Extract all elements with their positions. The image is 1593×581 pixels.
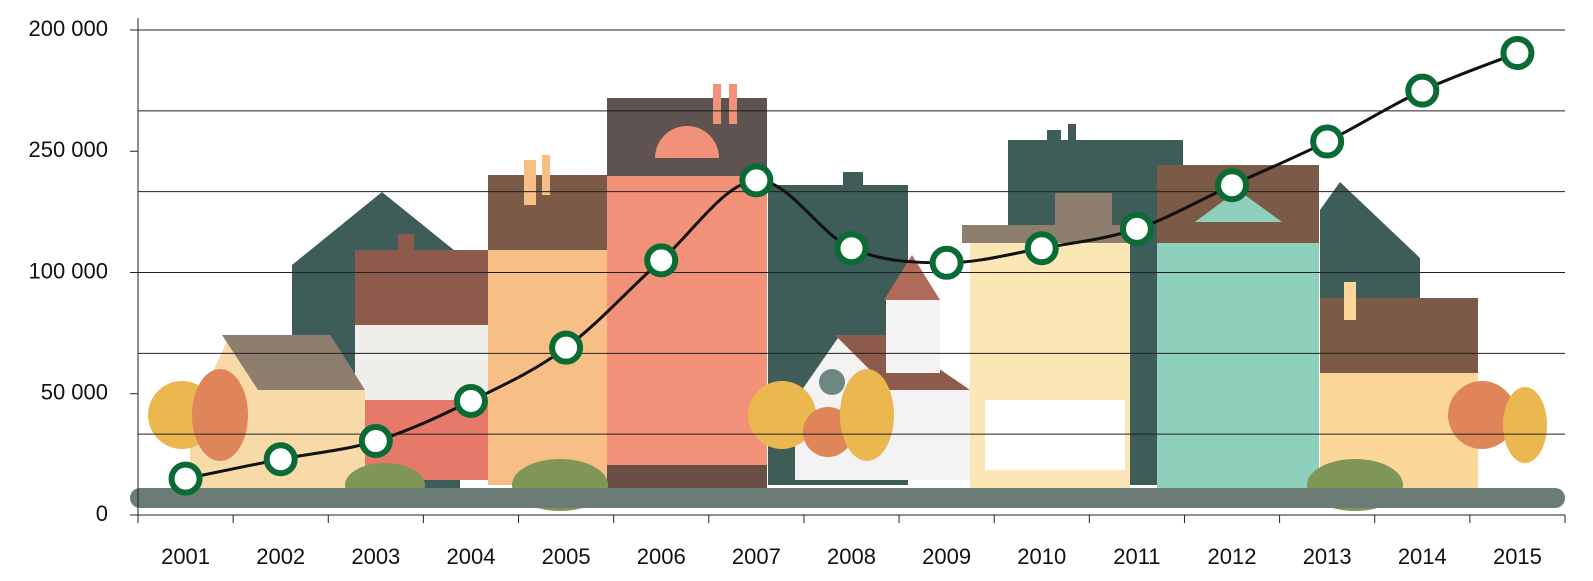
y-tick-label: 100 000: [28, 258, 108, 283]
x-tick-label: 2005: [542, 544, 591, 569]
point: [552, 334, 580, 362]
point: [1028, 234, 1056, 262]
point: [457, 387, 485, 415]
point: [1503, 39, 1531, 67]
point: [1408, 77, 1436, 105]
point: [362, 427, 390, 455]
x-tick-label: 2002: [256, 544, 305, 569]
point: [933, 249, 961, 277]
x-tick-label: 2015: [1493, 544, 1542, 569]
x-tick-label: 2014: [1398, 544, 1447, 569]
point: [1218, 171, 1246, 199]
x-tick-label: 2013: [1303, 544, 1352, 569]
point: [267, 445, 295, 473]
point: [742, 166, 770, 194]
y-tick-label: 0: [96, 501, 108, 526]
point: [1313, 128, 1341, 156]
point: [838, 234, 866, 262]
x-tick-label: 2009: [922, 544, 971, 569]
x-tick-label: 2008: [827, 544, 876, 569]
point: [647, 246, 675, 274]
y-tick-label: 200 000: [28, 16, 108, 41]
x-tick-label: 2007: [732, 544, 781, 569]
point: [172, 465, 200, 493]
x-tick-label: 2001: [161, 544, 210, 569]
y-tick-label: 50 000: [41, 380, 108, 405]
x-tick-label: 2012: [1208, 544, 1257, 569]
x-tick-label: 2010: [1017, 544, 1066, 569]
y-tick-label: 250 000: [28, 137, 108, 162]
x-tick-label: 2006: [637, 544, 686, 569]
chart: 0 50 000 100 000 250 000 200 000 2001 2002 2003…: [0, 0, 1593, 581]
x-tick-label: 2004: [446, 544, 495, 569]
point: [1123, 215, 1151, 243]
x-tick-label: 2011: [1113, 544, 1160, 569]
x-tick-label: 2003: [351, 544, 400, 569]
